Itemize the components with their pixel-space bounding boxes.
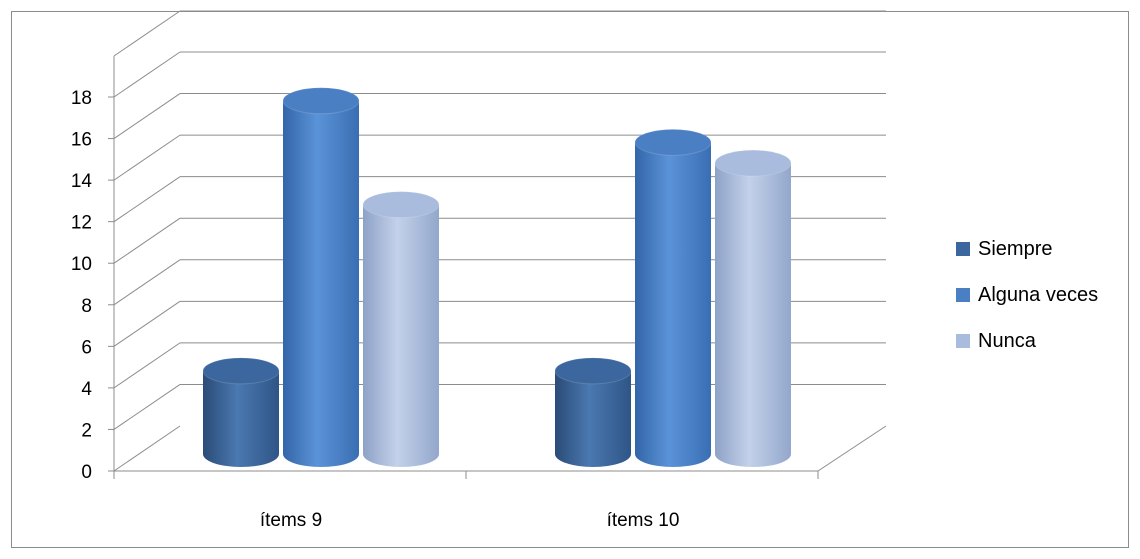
bar-1-1 bbox=[202, 357, 280, 467]
bar-body bbox=[363, 204, 439, 467]
bar-body bbox=[715, 163, 791, 467]
y-tick-label: 2 bbox=[81, 420, 92, 441]
y-tick-label: 0 bbox=[81, 462, 92, 483]
gridline-diagonal bbox=[113, 93, 181, 139]
legend-item-siempre: Siempre bbox=[956, 226, 1098, 272]
bars bbox=[202, 87, 792, 468]
legend-label: Nunca bbox=[978, 329, 1036, 352]
bar-top bbox=[362, 191, 440, 219]
floor-edge bbox=[817, 425, 887, 472]
gridline-diagonal bbox=[113, 300, 181, 347]
gridline-diagonal bbox=[113, 176, 181, 223]
category-label: ítems 10 bbox=[607, 510, 680, 531]
bar-2-3 bbox=[714, 149, 792, 467]
bar-2-2 bbox=[634, 128, 712, 468]
legend-swatch bbox=[956, 334, 970, 348]
gridline-diagonal bbox=[113, 342, 181, 389]
bar-body bbox=[283, 100, 359, 468]
y-tick-label: 6 bbox=[81, 337, 92, 358]
category-label: ítems 9 bbox=[260, 510, 322, 531]
bar-top bbox=[202, 357, 280, 385]
y-tick-label: 10 bbox=[71, 254, 92, 275]
bar-top bbox=[282, 87, 360, 115]
gridline-diagonal bbox=[113, 259, 181, 306]
bar-top bbox=[634, 128, 712, 156]
legend-label: Siempre bbox=[978, 237, 1053, 260]
legend: Siempre Alguna veces Nunca bbox=[956, 226, 1098, 364]
gridline-diagonal bbox=[113, 425, 181, 472]
y-tick-label: 12 bbox=[71, 213, 92, 234]
legend-swatch bbox=[956, 288, 970, 302]
y-tick-label: 16 bbox=[71, 130, 92, 151]
gridline-diagonal bbox=[113, 217, 181, 264]
y-tick-label: 4 bbox=[81, 379, 92, 400]
bar-top bbox=[714, 149, 792, 177]
legend-swatch bbox=[956, 242, 970, 256]
legend-item-nunca: Nunca bbox=[956, 318, 1098, 364]
bar-body bbox=[203, 370, 279, 467]
y-tick-label: 8 bbox=[81, 296, 92, 317]
gridline-diagonal bbox=[113, 384, 181, 430]
category-labels: ítems 9 ítems 10 bbox=[260, 510, 680, 531]
gridline-diagonal bbox=[113, 10, 181, 57]
legend-item-alguna-veces: Alguna veces bbox=[956, 272, 1098, 318]
gridline-diagonal bbox=[113, 134, 181, 181]
y-tick-label: 18 bbox=[71, 88, 92, 109]
y-tick-labels: 0 2 4 6 8 10 12 14 16 18 bbox=[71, 88, 93, 483]
bar-2-1 bbox=[554, 357, 632, 467]
gridline-diagonal bbox=[113, 51, 181, 98]
bar-body bbox=[635, 142, 711, 468]
bar-1-3 bbox=[362, 191, 440, 467]
y-tick-label: 14 bbox=[71, 171, 93, 192]
axes bbox=[108, 56, 887, 479]
bar-top bbox=[554, 357, 632, 385]
bar-1-2 bbox=[282, 87, 360, 468]
legend-label: Alguna veces bbox=[978, 283, 1099, 306]
bar-body bbox=[555, 370, 631, 467]
